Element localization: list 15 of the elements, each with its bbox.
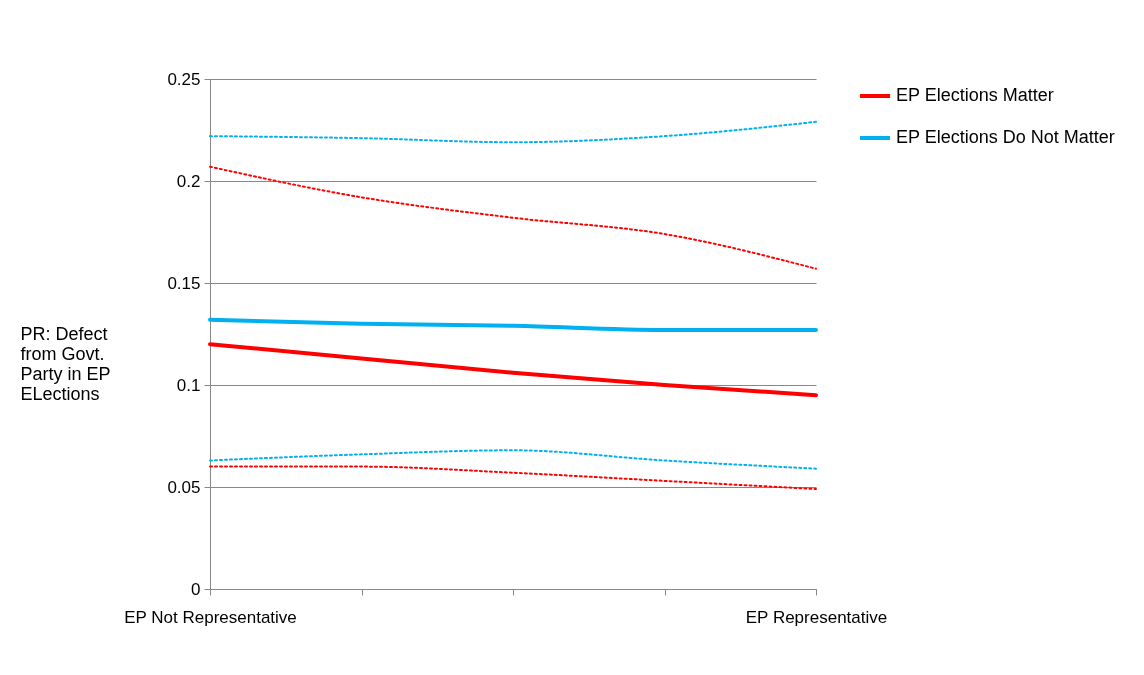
y-tick-label: 0.15 xyxy=(167,273,201,293)
y-tick-label: 0.05 xyxy=(167,477,201,497)
line-series xyxy=(209,120,817,144)
y-tick-label: 0.2 xyxy=(176,171,201,191)
x-tick-label: EP Not Representative xyxy=(124,607,297,627)
line-series xyxy=(209,449,817,470)
y-tick-label: 0 xyxy=(191,579,201,599)
y-tick-label: 0.1 xyxy=(176,375,201,395)
y-axis-title: PR: Defect from Govt. Party in EP ELections xyxy=(20,323,111,404)
line-series xyxy=(208,317,818,332)
legend-label: EP Elections Matter xyxy=(896,85,1054,105)
legend-label: EP Elections Do Not Matter xyxy=(896,127,1115,147)
x-tick-label: EP Representative xyxy=(745,607,888,627)
line-series xyxy=(208,342,818,398)
y-tick-label: 0.25 xyxy=(167,69,201,89)
